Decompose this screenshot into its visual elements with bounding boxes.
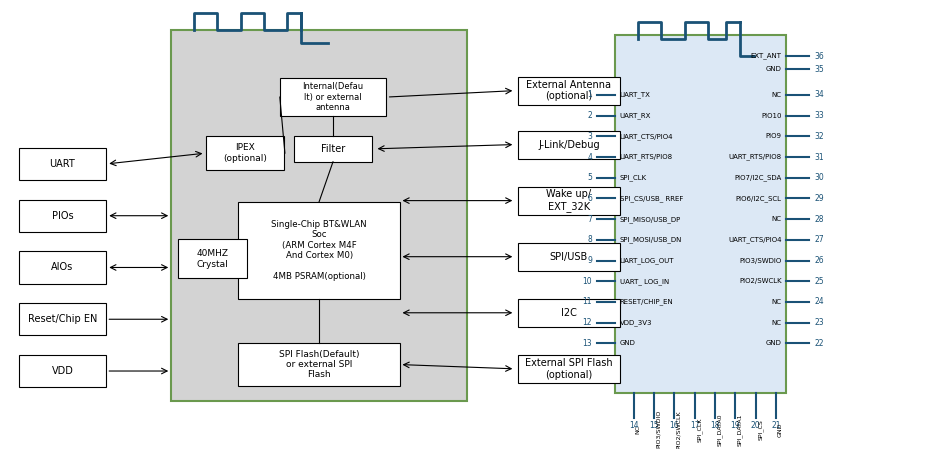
Bar [279,78,387,116]
Text: NC: NC [771,92,782,98]
Text: UART_RTS/PIO8: UART_RTS/PIO8 [729,154,782,160]
Text: 22: 22 [814,339,823,348]
Text: 35: 35 [814,65,824,74]
Text: 24: 24 [814,298,823,307]
Text: 30: 30 [814,173,824,182]
Text: EXT_ANT: EXT_ANT [750,53,782,59]
Text: 29: 29 [814,194,823,203]
Text: SPI_CLK: SPI_CLK [697,417,702,441]
Text: 17: 17 [690,421,699,430]
Bar [518,131,620,158]
Bar [18,355,106,387]
Text: 5: 5 [587,173,592,182]
Text: UART_ LOG_IN: UART_ LOG_IN [620,278,669,285]
Text: VDD_3V3: VDD_3V3 [620,319,652,326]
Text: Reset/Chip EN: Reset/Chip EN [28,314,97,324]
Text: 19: 19 [731,421,740,430]
Bar [18,148,106,180]
Text: External SPI Flash
(optional): External SPI Flash (optional) [525,358,612,380]
Text: 33: 33 [814,111,824,120]
Text: PIO9: PIO9 [766,133,782,139]
Text: 9: 9 [587,256,592,265]
Text: 7: 7 [587,215,592,224]
Bar [518,242,620,271]
Bar [518,355,620,383]
Text: 2: 2 [587,111,592,120]
Text: 34: 34 [814,90,824,99]
Text: 8: 8 [587,235,592,244]
Text: PIO6/I2C_SCL: PIO6/I2C_SCL [735,195,782,202]
Text: PIO7/I2C_SDA: PIO7/I2C_SDA [734,174,782,181]
Text: 20: 20 [751,421,760,430]
Text: AIOs: AIOs [51,263,74,273]
Text: RESET/CHIP_EN: RESET/CHIP_EN [620,299,673,305]
Text: 1: 1 [587,90,592,99]
Text: 15: 15 [649,421,659,430]
Text: 12: 12 [583,318,592,327]
Bar [238,343,400,386]
Text: 36: 36 [814,52,824,61]
Text: 18: 18 [710,421,720,430]
Text: J-Link/Debug: J-Link/Debug [538,140,599,150]
Bar [615,35,786,392]
Text: SPI_MOSI/USB_DN: SPI_MOSI/USB_DN [620,237,682,243]
Text: NC: NC [635,425,640,434]
Text: 16: 16 [670,421,679,430]
Text: SPI_MISO/USB_DP: SPI_MISO/USB_DP [620,216,681,223]
Text: VDD: VDD [52,366,73,376]
Text: GND: GND [766,340,782,347]
Text: 40MHZ
Crystal: 40MHZ Crystal [197,249,228,269]
Text: NC: NC [771,216,782,222]
Text: 3: 3 [587,132,592,141]
Text: External Antenna
(optional): External Antenna (optional) [526,80,611,101]
Text: 14: 14 [629,421,638,430]
Text: Internal(Defau
lt) or external
antenna: Internal(Defau lt) or external antenna [302,82,364,112]
Text: GND: GND [778,422,783,436]
Text: 4: 4 [587,153,592,162]
Text: GND: GND [766,66,782,72]
Bar [18,303,106,335]
Text: PIOs: PIOs [52,211,73,221]
Text: SPI_CS: SPI_CS [758,419,763,440]
Text: Wake up/
EXT_32K: Wake up/ EXT_32K [547,189,591,212]
Text: 6: 6 [587,194,592,203]
Text: UART_TX: UART_TX [620,92,650,98]
Text: PIO3/SWDIO: PIO3/SWDIO [739,258,782,264]
Text: PIO10: PIO10 [761,113,782,119]
Text: UART_CTS/PIO4: UART_CTS/PIO4 [728,237,782,243]
Text: UART_LOG_OUT: UART_LOG_OUT [620,257,674,264]
Bar [518,187,620,215]
Bar [518,299,620,327]
Text: 13: 13 [583,339,592,348]
Text: 26: 26 [814,256,823,265]
Text: PIO2/SWCLK: PIO2/SWCLK [676,410,681,449]
Text: 23: 23 [814,318,823,327]
Text: SPI_DATA0: SPI_DATA0 [717,413,722,445]
Bar [205,136,285,171]
Text: UART: UART [50,159,75,169]
Bar [518,77,620,105]
Text: SPI Flash(Default)
or external SPI
Flash: SPI Flash(Default) or external SPI Flash [278,350,360,379]
Text: 11: 11 [583,298,592,307]
Text: NC: NC [771,320,782,326]
Text: 10: 10 [583,277,592,286]
Text: SPI_CS/USB_ RREF: SPI_CS/USB_ RREF [620,195,684,202]
Text: SPI/USB: SPI/USB [549,252,588,262]
Text: 25: 25 [814,277,823,286]
Text: PIO3/SWDIO: PIO3/SWDIO [656,410,660,449]
Text: Single-Chip BT&WLAN
Soc
(ARM Cortex M4F
And Cortex M0)

4MB PSRAM(optional): Single-Chip BT&WLAN Soc (ARM Cortex M4F … [271,220,367,281]
Text: UART_RTS/PIO8: UART_RTS/PIO8 [620,154,672,160]
Text: 27: 27 [814,235,823,244]
Text: 32: 32 [814,132,823,141]
Bar [171,30,467,401]
Text: Filter: Filter [321,144,345,154]
Text: SPI_DATA1: SPI_DATA1 [737,413,743,445]
Text: 21: 21 [771,421,781,430]
Text: UART_CTS/PIO4: UART_CTS/PIO4 [620,133,673,140]
Text: IPEX
(optional): IPEX (optional) [223,143,267,163]
Text: 28: 28 [814,215,823,224]
Text: 31: 31 [814,153,823,162]
Bar [18,199,106,232]
Text: I2C: I2C [561,308,577,318]
Text: SPI_CLK: SPI_CLK [620,174,647,181]
